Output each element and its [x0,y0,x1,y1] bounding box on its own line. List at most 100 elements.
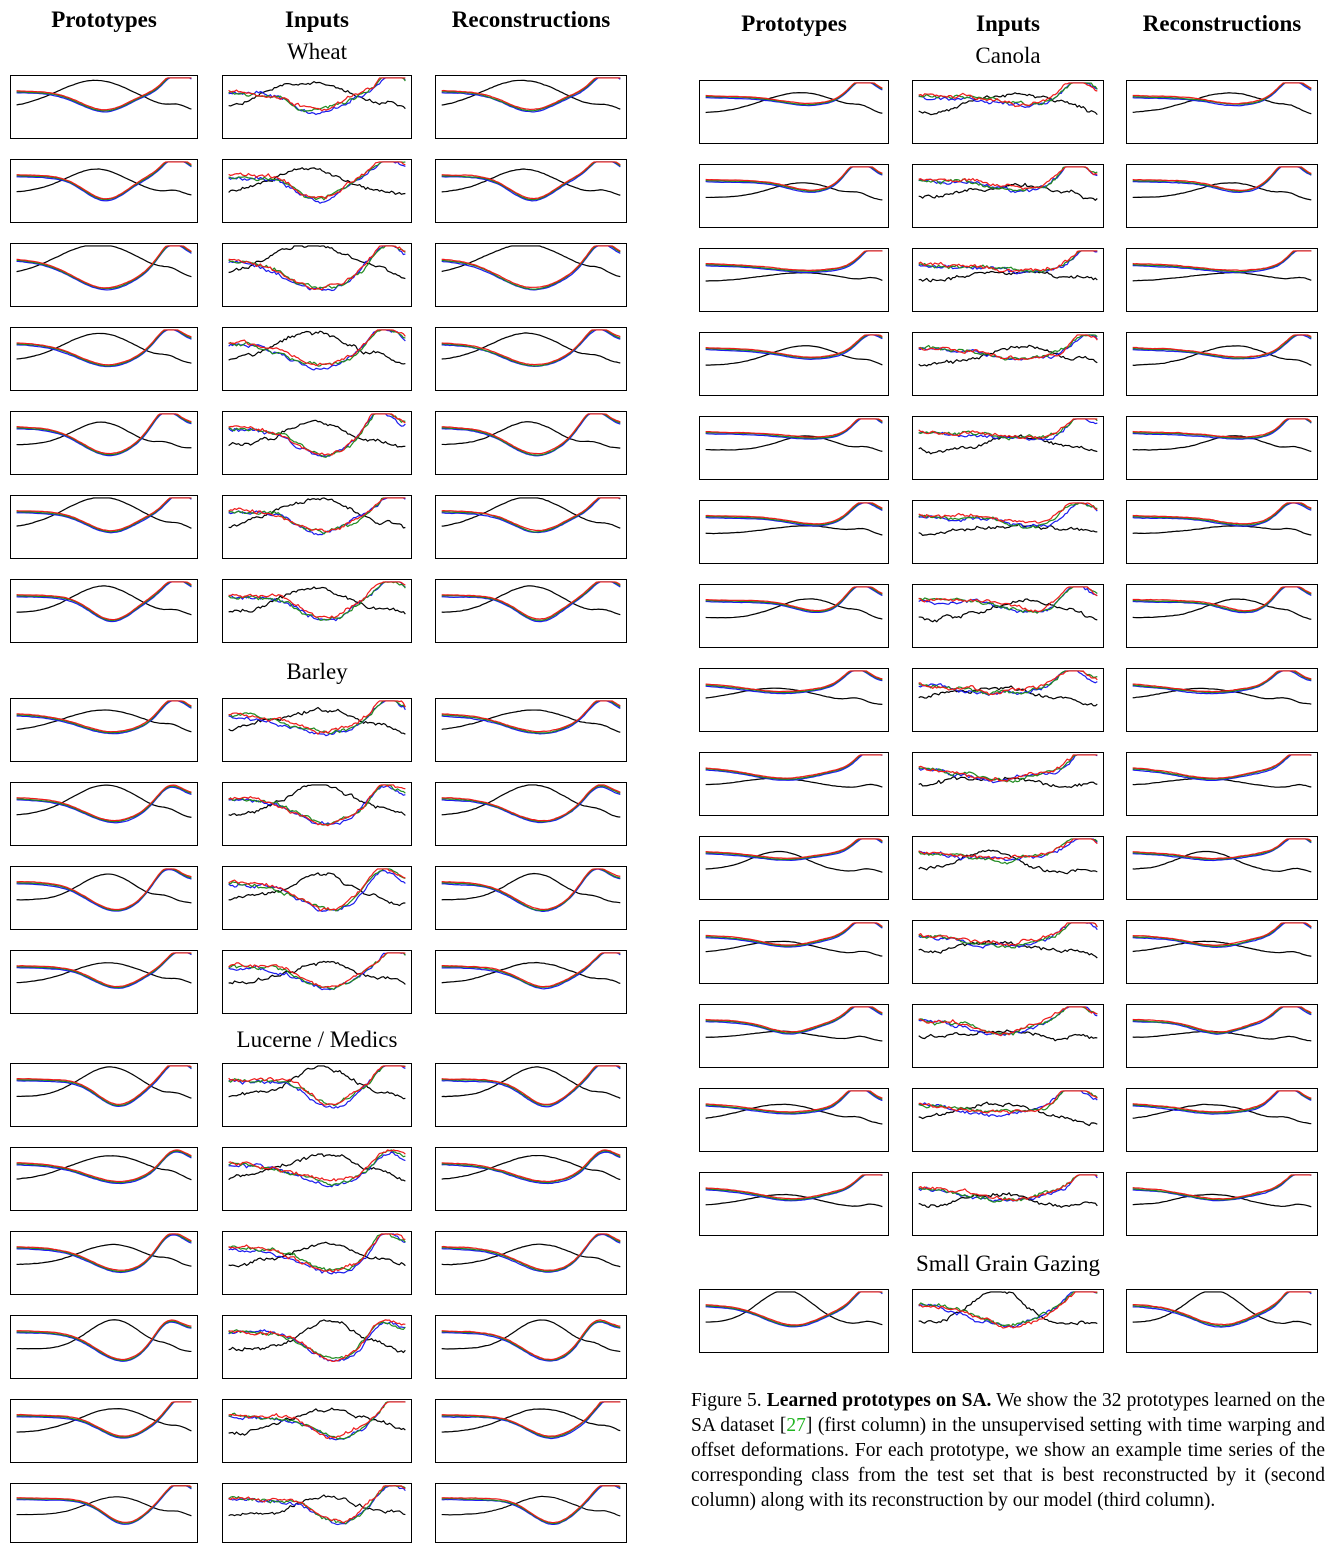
time-series-plot [16,1149,192,1185]
black-curve [441,497,621,529]
red-curve [705,670,883,693]
green-curve [1132,922,1312,947]
time-series-plot [918,334,1098,367]
right-panel-canola-proto [699,80,889,144]
right-panel-canola-input [912,500,1104,564]
black-curve [441,1319,621,1353]
blue-curve [16,700,192,735]
time-series-plot [16,77,192,113]
green-curve [1132,1291,1312,1327]
blue-curve [1132,334,1312,360]
black-curve [441,421,621,449]
red-curve [16,245,192,289]
black-curve [441,168,621,196]
left-panel-wheat-proto [10,327,198,391]
time-series-plot [16,1319,192,1362]
black-curve [1132,345,1312,366]
green-curve [705,586,883,613]
left-header-reconstructions: Reconstructions [451,7,611,32]
time-series-plot [228,413,406,458]
green-curve [705,82,883,106]
red-curve [441,952,621,988]
green-curve [16,700,192,734]
red-curve [441,868,621,911]
green-curve [16,1065,192,1107]
red-curve [1132,502,1312,525]
red-curve [1132,1006,1312,1033]
black-curve [705,598,883,620]
time-series-plot [441,77,621,113]
time-series-plot [16,413,192,457]
blue-curve [705,502,883,527]
left-panel-wheat-proto [10,411,198,475]
black-curve [16,1408,192,1433]
red-curve [228,1485,406,1524]
time-series-plot [228,581,406,622]
section-label-small-grain: Small Grain Gazing [916,1251,1100,1276]
red-curve [705,502,883,525]
black-curve [918,270,1098,283]
time-series-plot [918,586,1098,623]
black-curve [228,1153,406,1182]
black-curve [705,1103,883,1125]
blue-curve [228,161,406,204]
green-curve [228,868,406,912]
blue-curve [441,1065,621,1108]
green-curve [441,413,621,456]
time-series-plot [705,82,883,114]
left-panel-wheat-recon [435,159,627,223]
black-curve [705,1291,883,1326]
red-curve [918,418,1098,440]
time-series-plot [228,784,406,827]
black-curve [16,784,192,818]
green-curve [16,1150,192,1184]
green-curve [705,838,883,861]
green-curve [1132,670,1312,694]
blue-curve [1132,82,1312,107]
blue-curve [705,418,883,440]
time-series-plot [705,334,883,366]
red-curve [441,581,621,620]
black-curve [16,245,192,278]
black-curve [1132,1291,1312,1326]
left-panel-barley-input [222,782,412,846]
green-curve [441,1320,621,1361]
blue-curve [705,838,883,861]
right-panel-canola-input [912,752,1104,816]
right-panel-canola-proto [699,668,889,732]
black-curve [441,1243,621,1268]
black-curve [705,92,883,114]
left-panel-barley-proto [10,866,198,930]
time-series-plot [918,838,1098,875]
left-panel-wheat-input [222,327,412,391]
left-panel-wheat-input [222,411,412,475]
blue-curve [16,77,192,113]
right-header-reconstructions: Reconstructions [1142,11,1302,36]
time-series-plot [441,161,621,202]
green-curve [16,1233,192,1273]
green-curve [918,754,1098,783]
black-curve [1132,687,1312,705]
blue-curve [16,413,192,457]
black-curve [16,709,192,733]
time-series-plot [1132,1090,1312,1125]
blue-curve [441,1485,621,1525]
blue-curve [1132,1291,1312,1328]
black-curve [441,585,621,616]
time-series-plot [918,1291,1098,1329]
red-curve [16,700,192,733]
time-series-plot [441,1149,621,1185]
green-curve [228,1321,406,1359]
time-series-plot [918,418,1098,455]
red-curve [918,1174,1098,1202]
green-curve [918,1090,1098,1114]
citation-link[interactable]: 27 [786,1415,806,1436]
left-panel-lucerne-proto [10,1315,198,1379]
black-curve [1132,182,1312,201]
right-panel-canola-recon [1126,1088,1318,1152]
right-panel-canola-recon [1126,80,1318,144]
caption-title: Learned prototypes on SA. [766,1390,992,1411]
red-curve [1132,1291,1312,1326]
red-curve [228,1065,406,1106]
red-curve [16,1319,192,1361]
